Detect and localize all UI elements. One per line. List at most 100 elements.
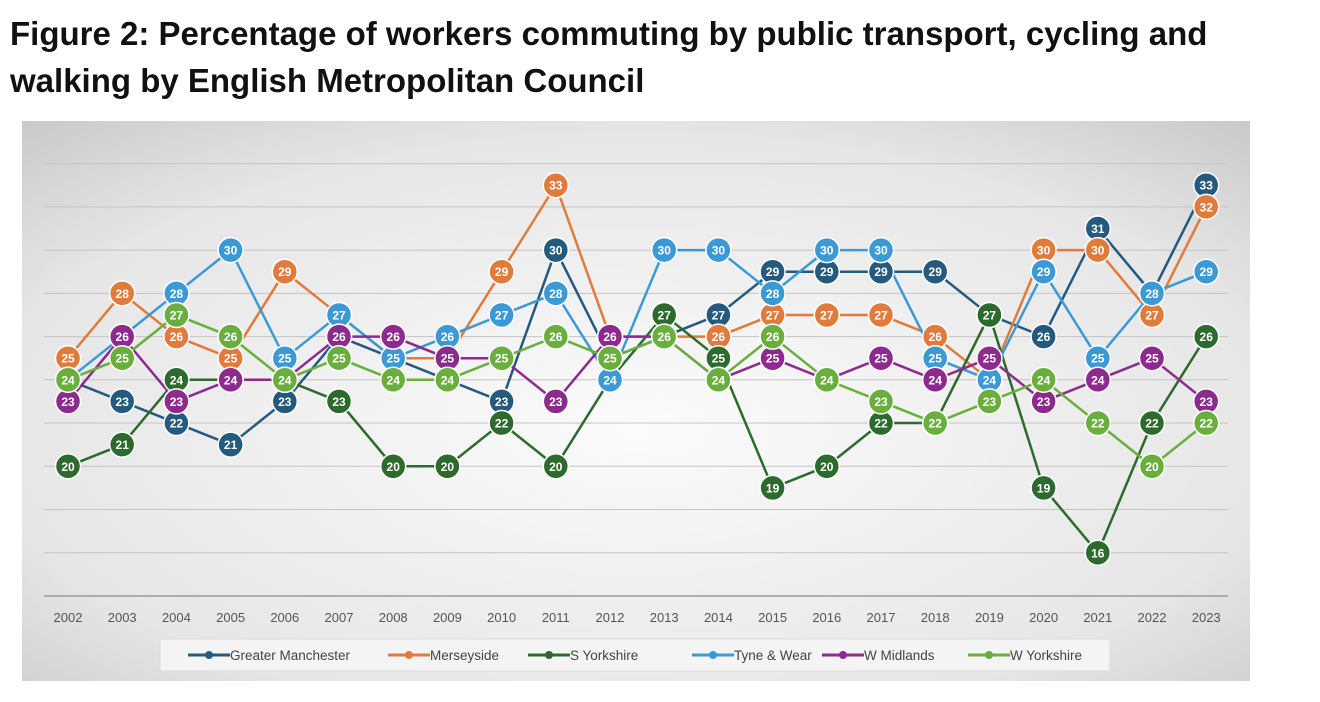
- data-label: 22: [1091, 417, 1105, 431]
- data-label: 32: [1200, 200, 1214, 214]
- data-point: [325, 344, 353, 372]
- x-tick-label: 2006: [270, 610, 299, 625]
- x-tick-label: 2019: [975, 610, 1004, 625]
- data-label: 24: [278, 373, 292, 387]
- data-label: 29: [1200, 265, 1214, 279]
- data-label: 25: [278, 352, 292, 366]
- legend-label: W Yorkshire: [1010, 648, 1082, 663]
- data-point: [54, 366, 82, 394]
- data-label: 25: [983, 352, 997, 366]
- data-point: [1084, 366, 1112, 394]
- x-tick-label: 2004: [162, 610, 191, 625]
- x-tick-label: 2023: [1192, 610, 1221, 625]
- data-label: 24: [224, 373, 238, 387]
- data-point: [921, 258, 949, 285]
- data-label: 25: [603, 352, 617, 366]
- data-point: [488, 258, 515, 285]
- data-label: 25: [441, 352, 455, 366]
- data-label: 29: [874, 265, 888, 279]
- data-point: [813, 453, 841, 480]
- data-point: [163, 301, 190, 329]
- data-point: [1192, 323, 1220, 350]
- data-label: 33: [1200, 179, 1214, 193]
- data-label: 27: [1145, 308, 1159, 322]
- data-point: [813, 366, 841, 394]
- x-tick-label: 2011: [542, 610, 570, 625]
- data-point: [1138, 280, 1166, 307]
- data-point: [542, 453, 570, 480]
- legend-label: S Yorkshire: [570, 648, 638, 663]
- data-label: 16: [1091, 546, 1105, 560]
- data-point: [596, 344, 624, 372]
- data-label: 20: [61, 460, 75, 474]
- data-label: 28: [766, 287, 780, 301]
- data-label: 30: [658, 244, 672, 258]
- data-label: 24: [387, 373, 401, 387]
- data-label: 19: [1037, 481, 1051, 495]
- legend-marker: [205, 651, 213, 659]
- data-label: 23: [495, 395, 509, 409]
- data-point: [271, 366, 299, 394]
- data-label: 25: [61, 352, 75, 366]
- data-label: 24: [712, 373, 726, 387]
- data-label: 21: [116, 438, 130, 452]
- data-point: [217, 366, 244, 394]
- data-label: 30: [820, 244, 834, 258]
- data-label: 27: [170, 308, 184, 322]
- data-label: 23: [116, 395, 130, 409]
- data-point: [325, 388, 353, 415]
- data-point: [650, 236, 678, 264]
- data-point: [379, 323, 407, 350]
- data-label: 29: [766, 265, 780, 279]
- data-label: 22: [929, 417, 943, 431]
- legend-label: Tyne & Wear: [734, 648, 812, 663]
- data-label: 20: [441, 460, 455, 474]
- series-line: [67, 335, 1207, 403]
- data-label: 25: [1091, 352, 1105, 366]
- data-point: [434, 453, 461, 480]
- data-label: 22: [874, 417, 888, 431]
- x-tick-label: 2002: [54, 610, 83, 625]
- data-label: 25: [332, 352, 346, 366]
- data-label: 27: [712, 308, 726, 322]
- data-point: [1192, 258, 1220, 285]
- data-point: [542, 236, 570, 264]
- data-label: 23: [874, 395, 888, 409]
- data-label: 33: [549, 179, 563, 193]
- data-point: [108, 388, 136, 415]
- data-label: 26: [549, 330, 563, 344]
- data-label: 25: [1145, 352, 1159, 366]
- data-label: 23: [1037, 395, 1051, 409]
- data-point: [1138, 409, 1166, 437]
- series-line: [67, 313, 1207, 468]
- x-tick-label: 2007: [325, 610, 354, 625]
- data-label: 26: [441, 330, 455, 344]
- legend-marker: [985, 651, 993, 659]
- data-label: 24: [61, 373, 75, 387]
- x-tick-label: 2008: [379, 610, 408, 625]
- data-point: [813, 301, 841, 329]
- data-point: [705, 236, 732, 264]
- data-label: 27: [495, 308, 509, 322]
- x-tick-label: 2016: [812, 610, 841, 625]
- chart-title: Figure 2: Percentage of workers commutin…: [10, 15, 1208, 99]
- data-point: [379, 366, 407, 394]
- data-label: 26: [224, 330, 238, 344]
- data-point: [108, 431, 136, 458]
- data-point: [1192, 409, 1220, 437]
- data-label: 26: [658, 330, 672, 344]
- data-point: [1084, 539, 1112, 567]
- data-point: [1138, 453, 1166, 480]
- data-label: 26: [332, 330, 346, 344]
- data-label: 20: [1145, 460, 1159, 474]
- x-tick-label: 2003: [108, 610, 137, 625]
- data-point: [867, 236, 895, 264]
- x-tick-label: 2014: [704, 610, 733, 625]
- legend-marker: [709, 651, 717, 659]
- data-point: [759, 474, 786, 502]
- data-label: 23: [983, 395, 997, 409]
- legend-marker: [545, 651, 553, 659]
- data-point: [976, 344, 1003, 372]
- data-point: [488, 409, 515, 437]
- data-label: 24: [1091, 373, 1105, 387]
